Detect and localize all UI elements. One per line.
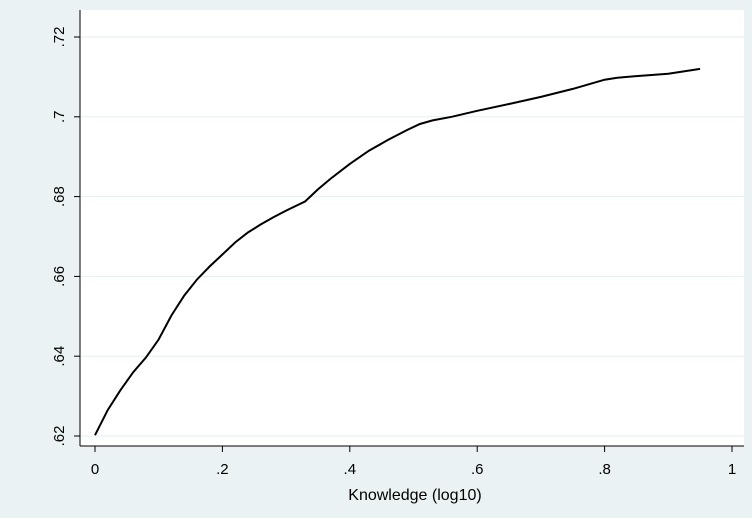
y-tick-label: .7 [51,111,68,124]
series-line [94,67,701,436]
y-tick-label: .66 [51,266,68,287]
y-tick-label: .64 [51,346,68,367]
x-axis-label: Knowledge (log10) [348,487,481,504]
x-tick-label: 0 [91,461,99,478]
x-tick-label: 1 [728,461,736,478]
plot-area [80,10,744,446]
y-tick-label: .72 [51,27,68,48]
y-tick-label: .62 [51,426,68,447]
x-tick-label: .8 [598,461,611,478]
x-tick-label: .2 [216,461,229,478]
x-tick-label: .6 [471,461,484,478]
gridlines [81,36,744,437]
y-tick-label: .68 [51,186,68,207]
x-tick-label: .4 [344,461,357,478]
x-axis-ticks: 0 .2 .4 .6 .8 1 [91,446,736,478]
y-axis-ticks: .62 .64 .66 .68 .7 .72 [51,27,80,447]
